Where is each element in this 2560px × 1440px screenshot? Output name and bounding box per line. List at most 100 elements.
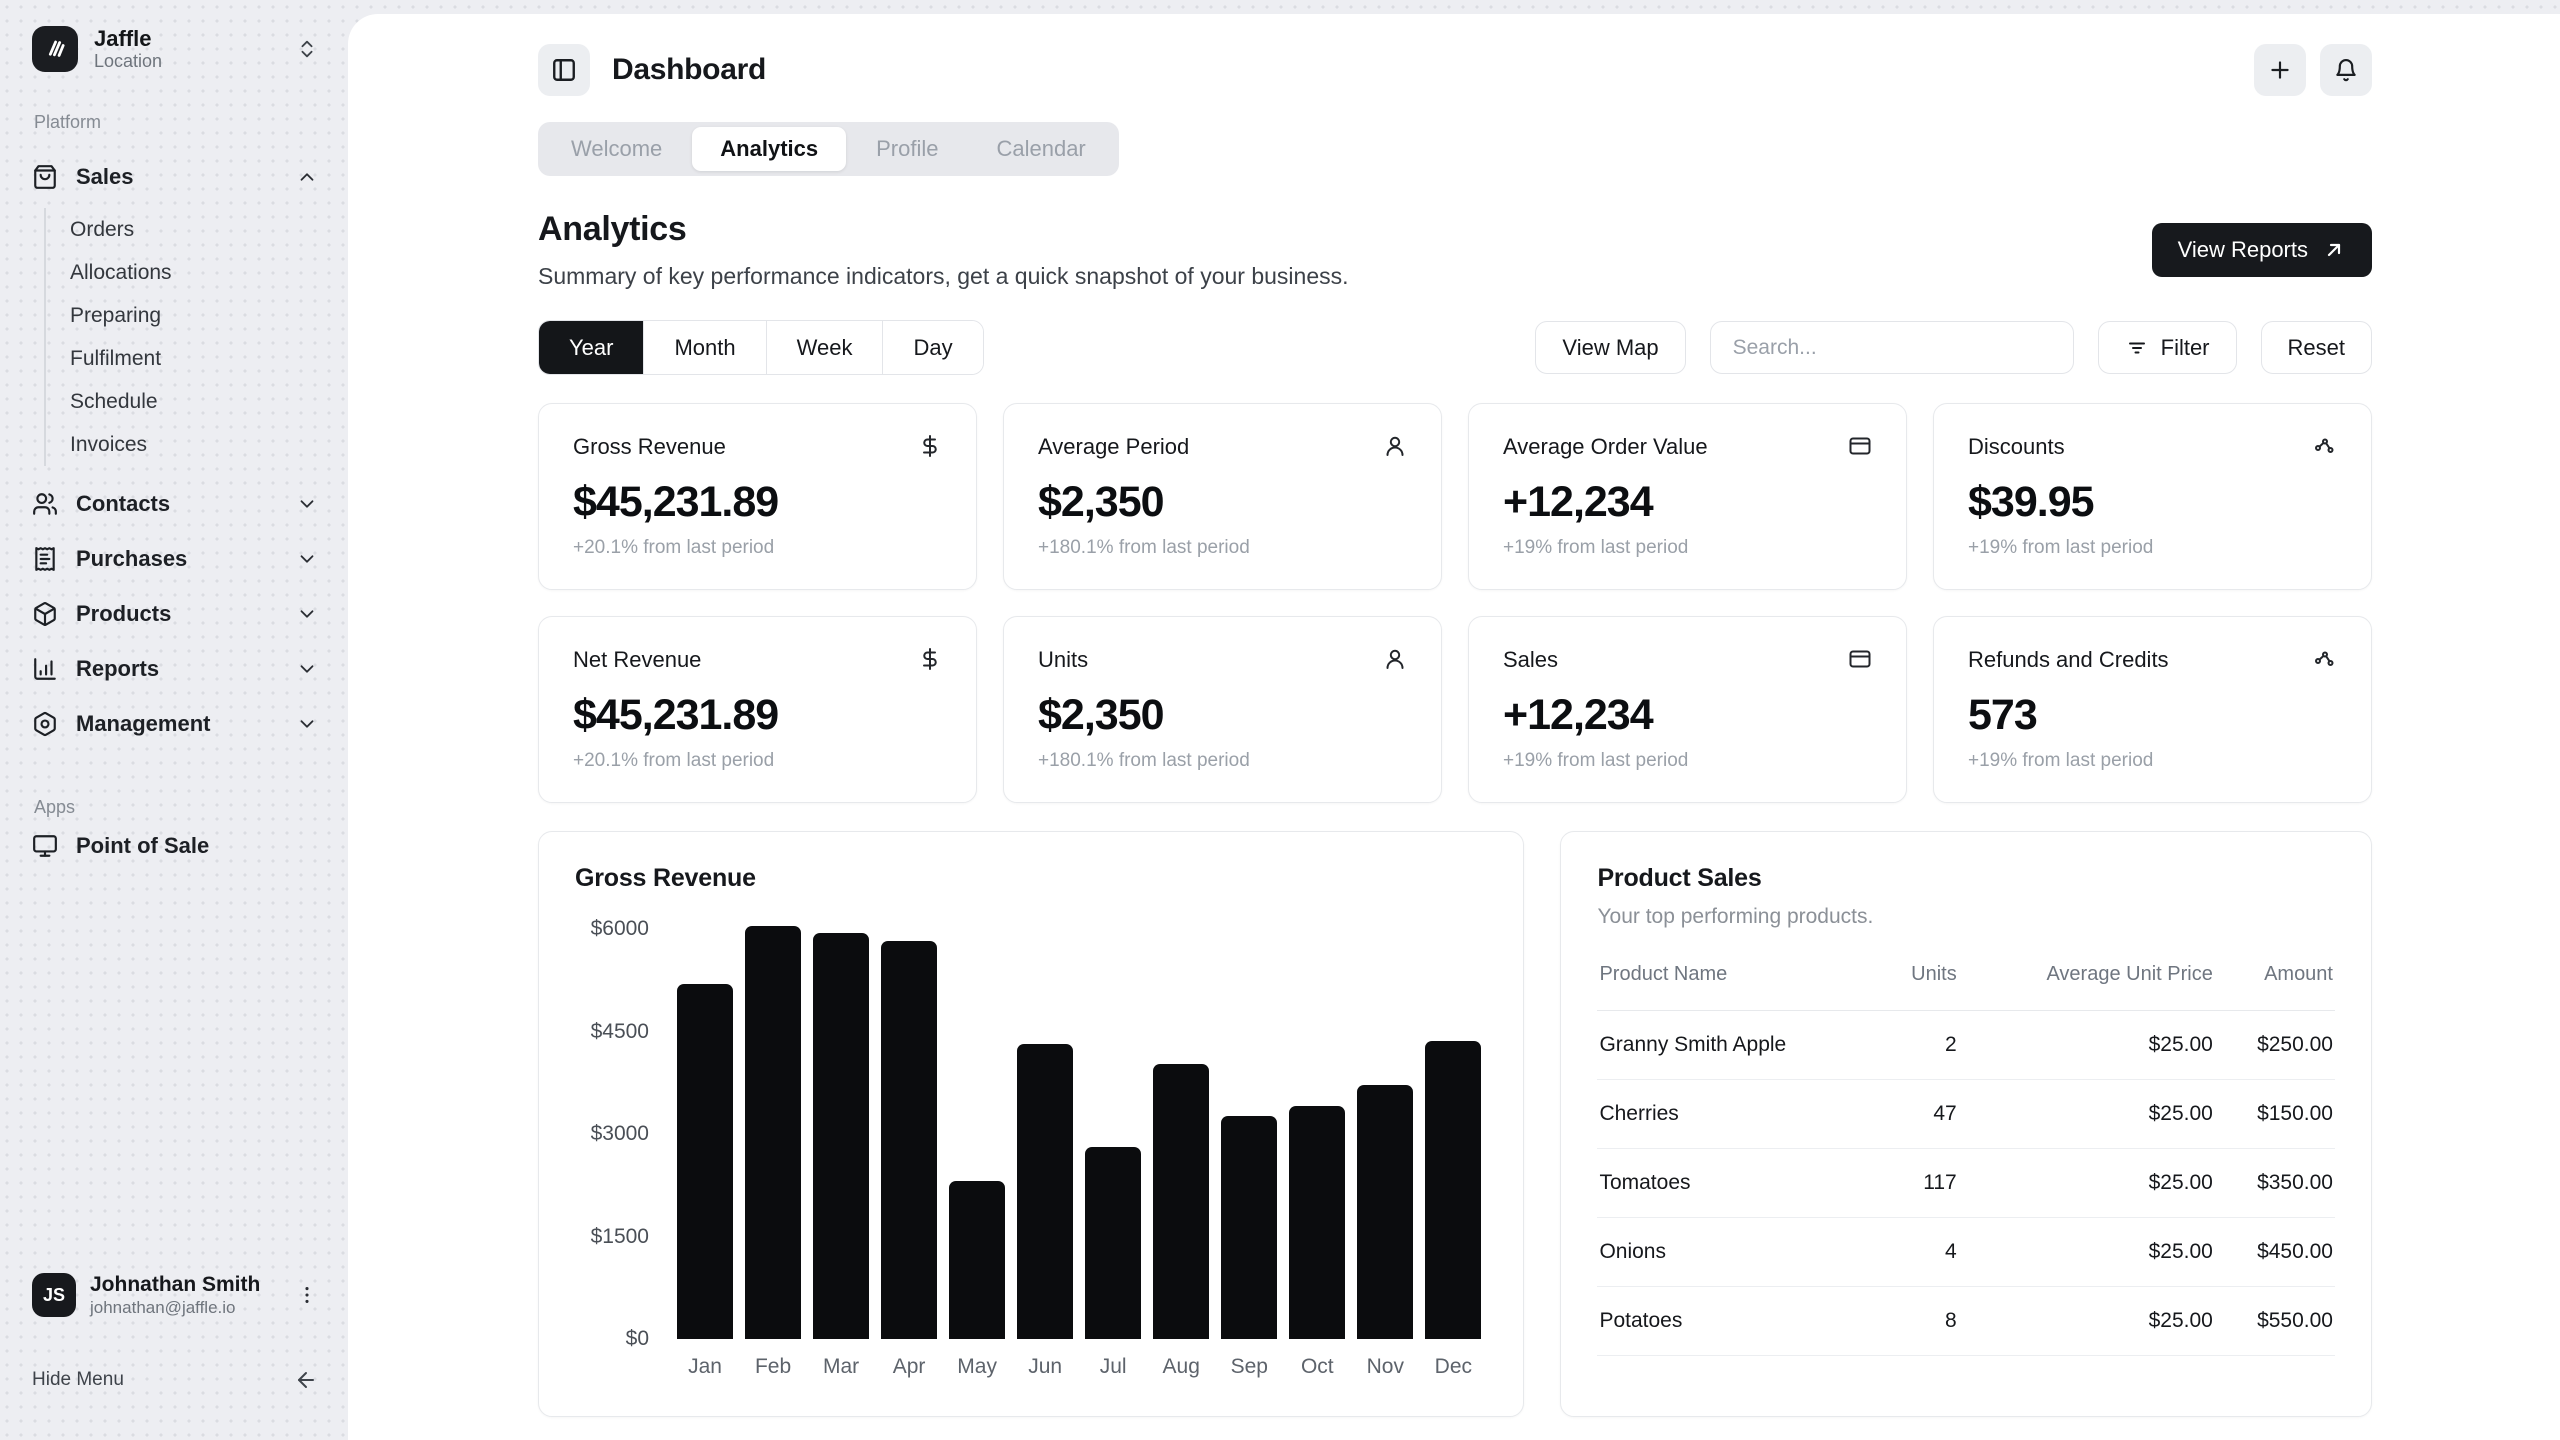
user-menu[interactable]: JS Johnathan Smith johnathan@jaffle.io	[32, 1272, 318, 1318]
tab-profile[interactable]: Profile	[848, 127, 966, 171]
kpi-card-header: Discounts	[1968, 434, 2337, 460]
kpi-value: $45,231.89	[573, 478, 942, 527]
add-button[interactable]	[2254, 44, 2306, 96]
hide-menu-button[interactable]: Hide Menu	[32, 1368, 318, 1392]
kpi-change: +19% from last period	[1968, 537, 2337, 559]
reset-label: Reset	[2288, 335, 2345, 361]
chevron-down-icon	[296, 658, 318, 680]
period-week-button[interactable]: Week	[767, 321, 884, 374]
cell-avg_price: $25.00	[1959, 1080, 2215, 1149]
sidebar-item-reports[interactable]: Reports	[32, 641, 318, 696]
kpi-value: 573	[1968, 691, 2337, 740]
cell-avg_price: $25.00	[1959, 1011, 2215, 1080]
tab-welcome[interactable]: Welcome	[543, 127, 690, 171]
bar-dec	[1425, 1041, 1481, 1339]
chevron-down-icon	[296, 493, 318, 515]
page-title: Dashboard	[612, 53, 766, 87]
tab-calendar[interactable]: Calendar	[968, 127, 1113, 171]
cell-avg_price: $25.00	[1959, 1149, 2215, 1218]
kpi-card-refunds-and-credits: Refunds and Credits573+19% from last per…	[1933, 616, 2372, 803]
kpi-card-header: Net Revenue	[573, 647, 942, 673]
view-reports-button[interactable]: View Reports	[2152, 223, 2372, 277]
sidebar-item-label: Management	[76, 711, 210, 737]
credit-card-icon	[1848, 647, 1872, 671]
kpi-grid: Gross Revenue$45,231.89+20.1% from last …	[538, 403, 2372, 803]
sidebar-item-allocations[interactable]: Allocations	[70, 251, 318, 294]
sidebar-item-point-of-sale[interactable]: Point of Sale	[32, 818, 318, 873]
kpi-value: +12,234	[1503, 478, 1872, 527]
filter-button[interactable]: Filter	[2098, 321, 2237, 374]
kpi-card-gross-revenue: Gross Revenue$45,231.89+20.1% from last …	[538, 403, 977, 590]
sidebar-item-label: Reports	[76, 656, 159, 682]
bar-column-nov: Nov	[1357, 1085, 1413, 1339]
sidebar-item-label: Point of Sale	[76, 833, 209, 859]
sidebar-item-invoices[interactable]: Invoices	[70, 423, 318, 466]
sidebar-item-contacts[interactable]: Contacts	[32, 476, 318, 531]
chevrons-up-down-icon[interactable]	[296, 38, 318, 60]
kpi-change: +19% from last period	[1503, 537, 1872, 559]
filter-label: Filter	[2161, 335, 2210, 361]
sidebar-item-management[interactable]: Management	[32, 696, 318, 751]
sidebar-item-orders[interactable]: Orders	[70, 208, 318, 251]
org-name: Jaffle	[94, 26, 162, 51]
cog-icon	[32, 711, 58, 737]
dollar-icon	[918, 647, 942, 671]
bar-oct	[1289, 1106, 1345, 1339]
kpi-value: $39.95	[1968, 478, 2337, 527]
product-sales-title: Product Sales	[1597, 864, 2335, 893]
org-location: Location	[94, 51, 162, 72]
bar-column-feb: Feb	[745, 926, 801, 1339]
notifications-button[interactable]	[2320, 44, 2372, 96]
bar-column-oct: Oct	[1289, 1106, 1345, 1339]
bar-column-dec: Dec	[1425, 1041, 1481, 1339]
view-map-button[interactable]: View Map	[1535, 321, 1685, 374]
sidebar-toggle-button[interactable]	[538, 44, 590, 96]
users-icon	[32, 491, 58, 517]
arrow-up-right-icon	[2322, 238, 2346, 262]
search-input[interactable]	[1710, 321, 2074, 374]
tab-analytics[interactable]: Analytics	[692, 127, 846, 171]
kpi-card-sales: Sales+12,234+19% from last period	[1468, 616, 1907, 803]
org-switcher[interactable]: Jaffle Location	[32, 26, 318, 72]
period-day-button[interactable]: Day	[883, 321, 982, 374]
cell-name: Onions	[1597, 1218, 1884, 1287]
bar-column-sep: Sep	[1221, 1116, 1277, 1339]
sidebar-item-fulfilment[interactable]: Fulfilment	[70, 337, 318, 380]
sidebar-item-schedule[interactable]: Schedule	[70, 380, 318, 423]
filter-lines-icon	[2125, 336, 2149, 360]
apps-section-label: Apps	[34, 797, 318, 818]
bar-jul	[1085, 1147, 1141, 1339]
kpi-title: Gross Revenue	[573, 434, 726, 460]
user-round-icon	[1383, 647, 1407, 671]
credit-card-icon	[1848, 434, 1872, 458]
kpi-card-average-order-value: Average Order Value+12,234+19% from last…	[1468, 403, 1907, 590]
ellipsis-vertical-icon[interactable]	[296, 1284, 318, 1306]
cell-amount: $150.00	[2215, 1080, 2335, 1149]
waypoints-icon	[2313, 647, 2337, 671]
period-year-button[interactable]: Year	[539, 321, 644, 374]
period-month-button[interactable]: Month	[644, 321, 766, 374]
platform-menu: Contacts PurchasesProducts Reports Manageme…	[32, 476, 318, 751]
sidebar-item-products[interactable]: Products	[32, 586, 318, 641]
chart-bars: JanFebMarAprMayJunJulAugSepOctNovDec	[671, 929, 1487, 1339]
cell-amount: $350.00	[2215, 1149, 2335, 1218]
kpi-title: Discounts	[1968, 434, 2065, 460]
sidebar-item-sales[interactable]: Sales	[32, 149, 318, 204]
table-row: Cherries47$25.00$150.00	[1597, 1080, 2335, 1149]
monitor-icon	[32, 833, 58, 859]
shopping-bag-icon	[32, 164, 58, 190]
sidebar-item-purchases[interactable]: Purchases	[32, 531, 318, 586]
chevron-down-icon	[296, 548, 318, 570]
bar-nov	[1357, 1085, 1413, 1339]
sidebar-item-label: Contacts	[76, 491, 170, 517]
column-header-units: Units	[1884, 963, 1959, 1011]
user-email: johnathan@jaffle.io	[90, 1298, 260, 1318]
bar-column-apr: Apr	[881, 941, 937, 1339]
product-sales-table: Product NameUnitsAverage Unit PriceAmoun…	[1597, 963, 2335, 1356]
bar-feb	[745, 926, 801, 1339]
column-header-amount: Amount	[2215, 963, 2335, 1011]
sidebar-item-preparing[interactable]: Preparing	[70, 294, 318, 337]
product-sales-subtitle: Your top performing products.	[1597, 905, 2335, 929]
reset-button[interactable]: Reset	[2261, 321, 2372, 374]
kpi-value: $2,350	[1038, 691, 1407, 740]
